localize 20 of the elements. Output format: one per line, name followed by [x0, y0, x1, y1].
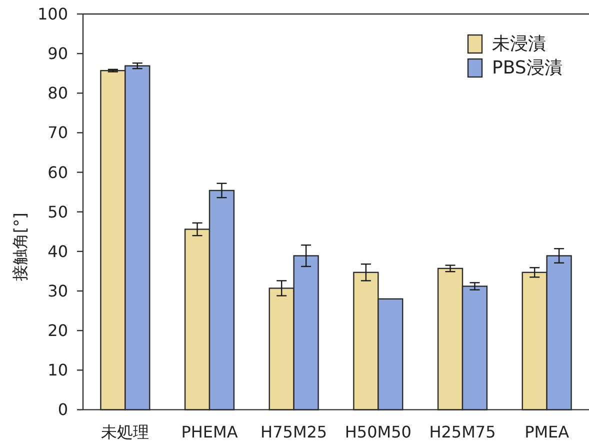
x-tick-label: H50M50: [344, 422, 412, 442]
y-tick-label: 60: [48, 162, 68, 182]
legend-label: 未浸漬: [492, 34, 546, 54]
x-tick-label: PMEA: [524, 422, 570, 442]
legend-label: PBS浸漬: [492, 58, 562, 78]
y-tick-label: 10: [48, 360, 68, 380]
y-tick-label: 80: [48, 84, 68, 103]
x-tick-label: 未処理: [101, 422, 150, 442]
y-tick-label: 40: [48, 242, 68, 261]
x-tick-label: H75M25: [260, 422, 328, 442]
y-tick-label: 100: [37, 4, 68, 24]
y-axis-title: 接触角[°]: [10, 212, 30, 282]
y-tick-label: 70: [48, 123, 68, 142]
x-tick-label: H25M75: [429, 422, 496, 442]
y-tick-label: 50: [48, 202, 68, 222]
x-tick-label: PHEMA: [181, 422, 238, 442]
y-tick-label: 30: [48, 281, 68, 300]
y-tick-label: 90: [48, 44, 68, 64]
y-tick-label: 0: [58, 400, 68, 420]
y-tick-label: 20: [48, 321, 68, 340]
